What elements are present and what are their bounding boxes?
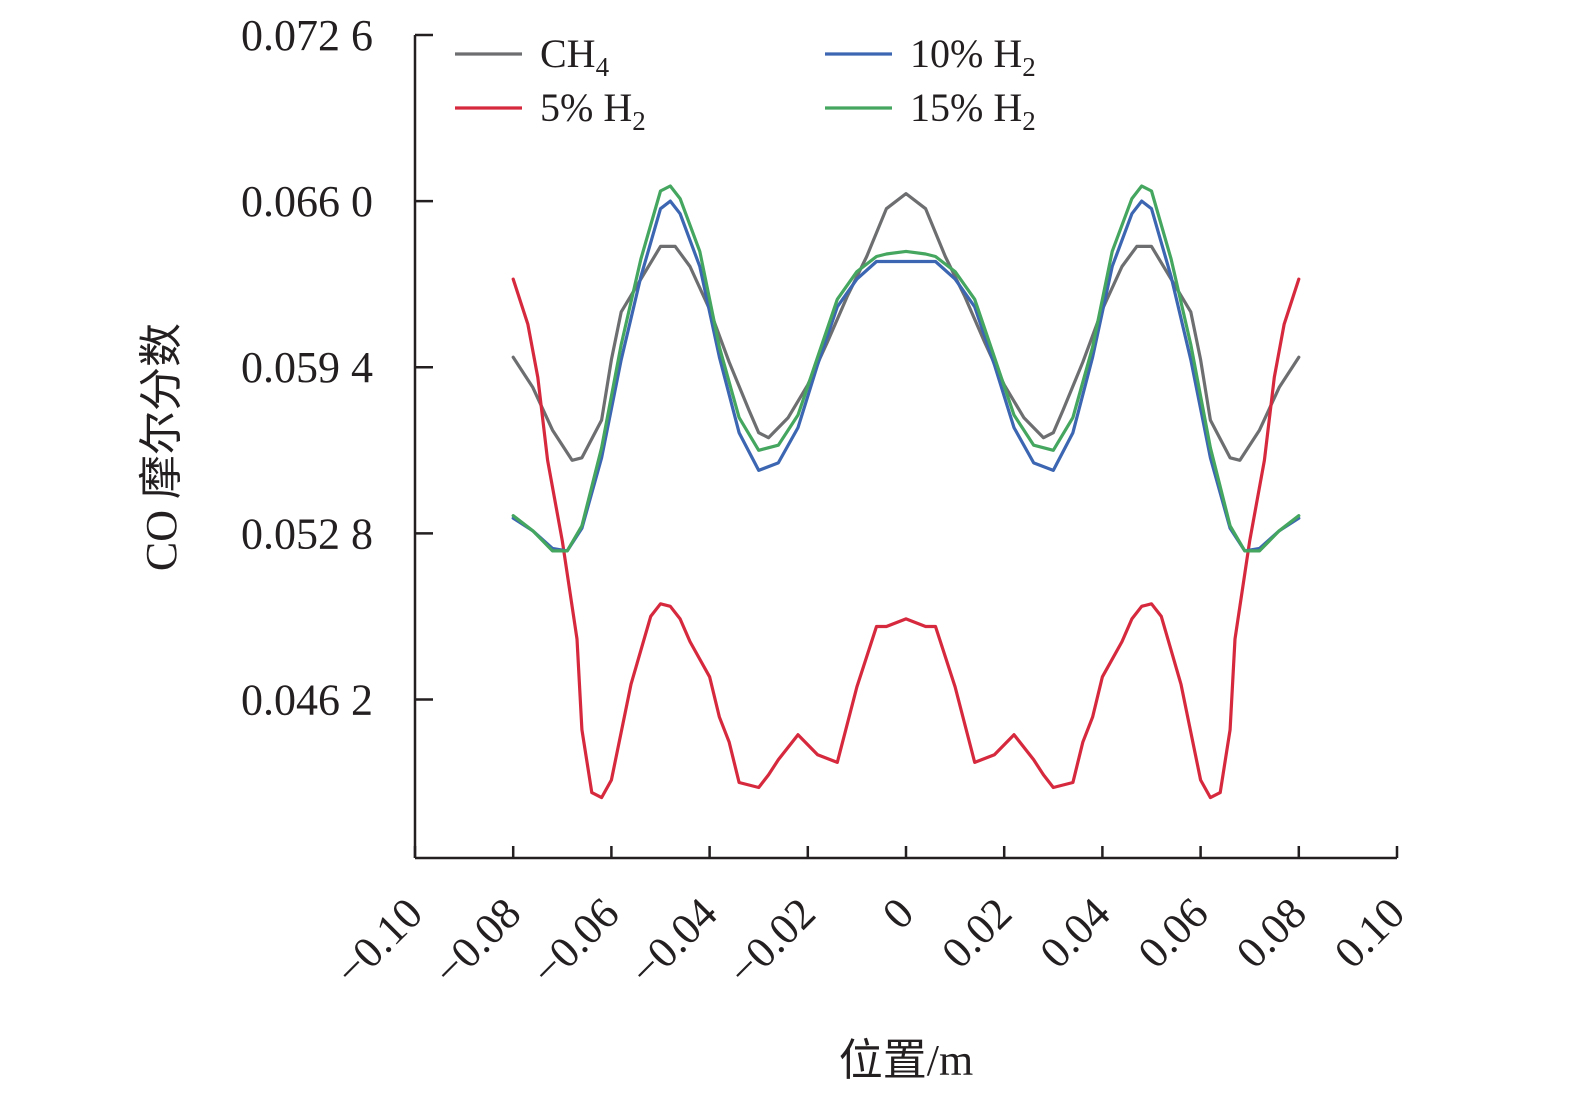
x-tick-label: 0.08 <box>1227 888 1316 977</box>
x-tick-label: 0.04 <box>1030 888 1119 977</box>
y-tick-label: 0.066 0 <box>241 177 373 226</box>
series-line-ch4 <box>511 192 1301 462</box>
x-tick-label: 0 <box>873 888 923 938</box>
x-axis-title: 位置/m <box>839 1036 973 1085</box>
x-tick-label: 0.10 <box>1325 888 1414 977</box>
x-tick-label: −0.04 <box>620 888 727 995</box>
y-tick-label: 0.059 4 <box>241 343 373 392</box>
x-tick-label: −0.02 <box>718 888 825 995</box>
legend-label-ch4: CH4 <box>540 31 610 82</box>
y-axis-title: CO 摩尔分数 <box>137 323 186 571</box>
x-tick-label: −0.06 <box>522 888 629 995</box>
series-line-5-h2 <box>511 277 1301 800</box>
y-tick-label: 0.046 2 <box>241 675 373 724</box>
x-axis-ticks: −0.10−0.08−0.06−0.04−0.02 0 0.02 0.04 0.06 0.… <box>325 846 1414 995</box>
x-tick-label: 0.02 <box>932 888 1021 977</box>
y-tick-label: 0.052 8 <box>241 509 373 558</box>
series-layer <box>511 184 1301 800</box>
legend-label-15-h2: 15% H2 <box>910 85 1036 136</box>
x-tick-label: −0.08 <box>424 888 531 995</box>
x-tick-label: −0.10 <box>325 888 432 995</box>
series-line-10-h2 <box>511 199 1301 553</box>
legend-label-5-h2: 5% H2 <box>540 85 646 136</box>
series-line-15-h2 <box>511 184 1301 553</box>
y-tick-label: 0.072 6 <box>241 11 373 60</box>
axes: 0.072 6 0.066 0 0.059 4 0.052 8 0.046 2 −0.1… <box>241 11 1414 995</box>
x-tick-label: 0.06 <box>1129 888 1218 977</box>
legend-label-10-h2: 10% H2 <box>910 31 1036 82</box>
y-axis-ticks: 0.072 6 0.066 0 0.059 4 0.052 8 0.046 2 <box>241 11 433 724</box>
